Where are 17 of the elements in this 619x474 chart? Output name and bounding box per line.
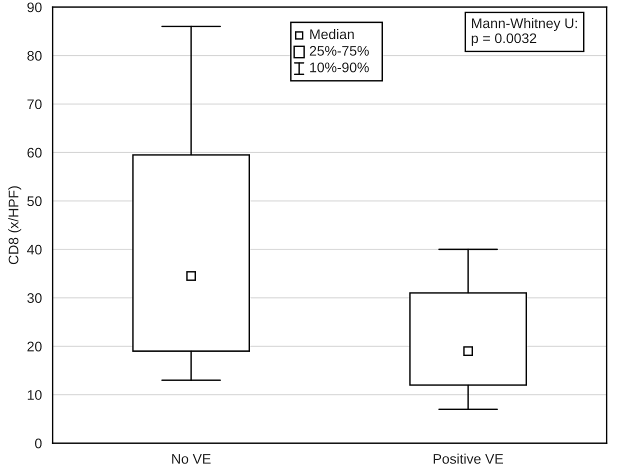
y-tick-label: 0 — [35, 438, 42, 448]
y-tick-label: 40 — [27, 244, 42, 255]
y-tick-label: 70 — [27, 99, 42, 110]
x-tick-label: No VE — [172, 454, 211, 464]
y-tick-label: 60 — [27, 148, 42, 158]
y-tick-label: 30 — [27, 293, 42, 303]
y-tick-label: 50 — [27, 196, 42, 206]
y-tick-label: 80 — [27, 50, 42, 61]
y-tick-label: 10 — [28, 390, 42, 400]
annotation: 25%-75% — [310, 46, 369, 56]
y-tick-label: 20 — [27, 342, 42, 352]
annotation: 10%-90% — [310, 62, 369, 72]
x-tick-label: Positive VE — [434, 454, 504, 464]
annotation: Median — [310, 28, 354, 40]
y-tick-label: 90 — [27, 2, 42, 12]
annotation: Mann-Whitney U: p = 0.0032 — [472, 18, 577, 46]
y-axis-title: CD8 (x/HPF) — [8, 186, 22, 264]
